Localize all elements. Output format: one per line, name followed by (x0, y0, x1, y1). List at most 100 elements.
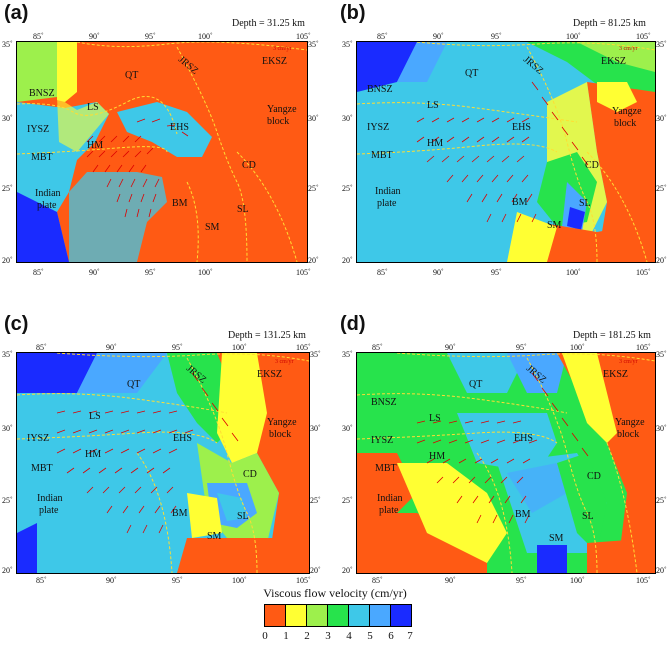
scale-label-b: 3 cm/yr (619, 46, 638, 52)
region-hm-a: HM (87, 140, 104, 151)
x-tick-c-100-top: 100˚ (232, 343, 247, 352)
region-eksz-c: EKSZ (257, 369, 282, 380)
x-tick-b-90-bottom: 90˚ (433, 268, 444, 277)
x-tick-b-95-top: 95˚ (491, 32, 502, 41)
y-tick-a-25-right: 25˚ (308, 184, 319, 193)
region-eksz-b: EKSZ (601, 56, 626, 67)
y-tick-c-30-left: 30˚ (2, 424, 13, 433)
region-bm-a: BM (172, 198, 188, 209)
map-panel-d: QT JRSZ EKSZ BNSZ LS Yangze block IYSZ E… (356, 352, 656, 574)
region-mbt-d: MBT (375, 463, 397, 474)
region-iysz-c: IYSZ (27, 433, 50, 444)
map-panel-a: QT JRSZ EKSZ BNSZ LS Yangze block IYSZ E… (16, 41, 308, 263)
panel-label-b: (b) (340, 2, 366, 24)
y-tick-d-20-right: 20˚ (656, 566, 667, 575)
colorbar-segment-0 (265, 605, 286, 626)
y-tick-c-25-right: 25˚ (310, 496, 321, 505)
map-c-svg (17, 353, 309, 573)
scale-label-a: 3 cm/yr (273, 46, 292, 52)
y-tick-b-20-left: 20˚ (342, 256, 353, 265)
region-eksz-d: EKSZ (603, 369, 628, 380)
region-ehs-d: EHS (514, 433, 533, 444)
colorbar-segment-6 (391, 605, 411, 626)
x-tick-c-105-bottom: 105˚ (296, 576, 311, 585)
region-sl-c: SL (237, 511, 249, 522)
region-hm-c: HM (85, 449, 102, 460)
region-mbt-b: MBT (371, 150, 393, 161)
y-tick-d-35-left: 35˚ (342, 350, 353, 359)
x-tick-d-105-top: 105˚ (636, 343, 651, 352)
region-sm-c: SM (207, 531, 222, 542)
region-mbt-a: MBT (31, 152, 53, 163)
region-ls-a: LS (87, 102, 99, 113)
colorbar-segment-2 (307, 605, 328, 626)
x-tick-a-100-top: 100˚ (198, 32, 213, 41)
colorbar-segment-1 (286, 605, 307, 626)
x-tick-b-85-top: 85˚ (377, 32, 388, 41)
y-tick-c-25-left: 25˚ (2, 496, 13, 505)
x-tick-a-100-bottom: 100˚ (198, 268, 213, 277)
region-qt-c: QT (127, 379, 141, 390)
x-tick-d-90-bottom: 90˚ (445, 576, 456, 585)
y-tick-d-25-left: 25˚ (342, 496, 353, 505)
region-iysz-b: IYSZ (367, 122, 390, 133)
region-plate-d: plate (379, 505, 399, 516)
x-tick-b-105-top: 105˚ (636, 32, 651, 41)
x-tick-c-95-top: 95˚ (172, 343, 183, 352)
colorbar-title: Viscous flow velocity (cm/yr) (263, 586, 407, 600)
x-tick-c-90-top: 90˚ (106, 343, 117, 352)
x-tick-a-105-bottom: 105˚ (296, 268, 311, 277)
map-panel-b: QT JRSZ EKSZ BNSZ LS Yangze block IYSZ E… (356, 41, 656, 263)
y-tick-a-20-left: 20˚ (2, 256, 13, 265)
region-sm-b: SM (547, 220, 562, 231)
y-tick-b-25-right: 25˚ (656, 184, 667, 193)
y-tick-d-25-right: 25˚ (656, 496, 667, 505)
y-tick-a-30-left: 30˚ (2, 114, 13, 123)
y-tick-d-30-left: 30˚ (342, 424, 353, 433)
region-iysz-d: IYSZ (371, 435, 394, 446)
region-bm-c: BM (172, 508, 188, 519)
y-tick-b-25-left: 25˚ (342, 184, 353, 193)
region-hm-b: HM (427, 138, 444, 149)
region-mbt-c: MBT (31, 463, 53, 474)
y-tick-d-30-right: 30˚ (656, 424, 667, 433)
x-tick-d-95-top: 95˚ (516, 343, 527, 352)
colorbar-label-5: 5 (367, 630, 373, 642)
colorbar-segment-4 (349, 605, 370, 626)
x-tick-b-95-bottom: 95˚ (491, 268, 502, 277)
map-d-svg (357, 353, 655, 573)
x-tick-a-85-top: 85˚ (33, 32, 44, 41)
region-cd-c: CD (243, 469, 257, 480)
region-qt-a: QT (125, 70, 139, 81)
region-qt-d: QT (469, 379, 483, 390)
region-cd-a: CD (242, 160, 256, 171)
region-bm-d: BM (515, 509, 531, 520)
x-tick-b-100-bottom: 100˚ (566, 268, 581, 277)
region-ehs-b: EHS (512, 122, 531, 133)
x-tick-b-85-bottom: 85˚ (377, 268, 388, 277)
region-bnsz-b: BNSZ (367, 84, 393, 95)
region-plate-b: plate (377, 198, 397, 209)
x-tick-d-95-bottom: 95˚ (516, 576, 527, 585)
x-tick-b-105-bottom: 105˚ (636, 268, 651, 277)
scale-label-d: 3 cm/yr (619, 359, 638, 365)
x-tick-c-85-bottom: 85˚ (36, 576, 47, 585)
x-tick-c-90-bottom: 90˚ (106, 576, 117, 585)
region-yangze-b: Yangze (612, 106, 642, 117)
region-bnsz-a: BNSZ (29, 88, 55, 99)
depth-label-a: Depth = 31.25 km (232, 18, 305, 29)
y-tick-d-20-left: 20˚ (342, 566, 353, 575)
region-bnsz-d: BNSZ (371, 397, 397, 408)
y-tick-a-20-right: 20˚ (308, 256, 319, 265)
y-tick-a-35-left: 35˚ (2, 40, 13, 49)
y-tick-c-30-right: 30˚ (310, 424, 321, 433)
region-yangze-d: Yangze (615, 417, 645, 428)
y-tick-c-20-left: 20˚ (2, 566, 13, 575)
colorbar-label-2: 2 (304, 630, 310, 642)
x-tick-a-95-bottom: 95˚ (145, 268, 156, 277)
region-sl-a: SL (237, 204, 249, 215)
region-block-a: block (267, 116, 290, 127)
map-a-svg (17, 42, 307, 262)
region-sl-b: SL (579, 198, 591, 209)
colorbar-label-6: 6 (388, 630, 394, 642)
